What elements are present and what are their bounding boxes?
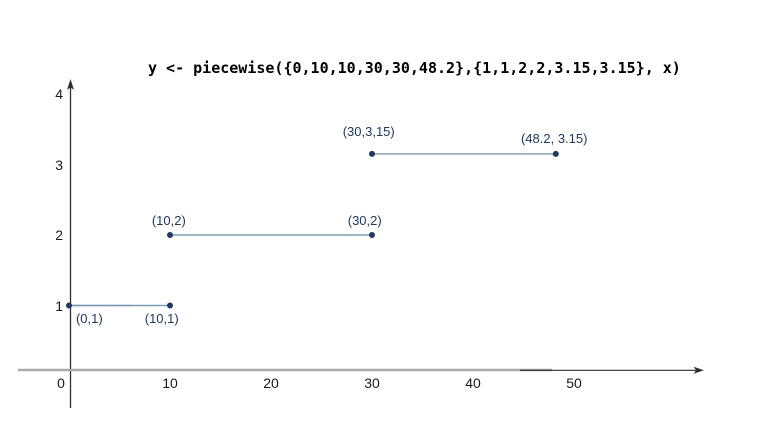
series-layer (66, 150, 559, 309)
x-tick-label: 30 (364, 375, 380, 391)
point-label: (30,2) (347, 213, 382, 229)
point-label: (10,2) (151, 213, 186, 229)
data-point (66, 302, 72, 309)
x-tick-label: 10 (162, 375, 178, 391)
y-axis-arrow-icon (67, 79, 74, 90)
data-point (369, 150, 375, 157)
plot-title: y <- piecewise({0,10,10,30,30,48.2},{1,1… (148, 59, 681, 77)
x-tick-label: 40 (465, 375, 481, 391)
point-label: (10,1) (144, 311, 179, 327)
y-tick-label: 1 (55, 297, 63, 314)
x-tick-label: 0 (57, 375, 65, 391)
x-tick-label: 50 (566, 375, 582, 391)
point-label: (48.2, 3.15) (520, 130, 588, 146)
x-axis-arrow-icon (693, 366, 704, 374)
point-label: (0,1) (75, 311, 103, 327)
data-point (552, 150, 559, 157)
data-point (167, 232, 173, 238)
data-point (167, 302, 173, 309)
point-label: (30,3,15) (342, 124, 395, 140)
y-tick-label: 2 (55, 227, 63, 243)
y-tick-label: 3 (55, 156, 63, 173)
y-tick-label: 4 (55, 86, 63, 102)
x-tick-label: 20 (263, 375, 279, 391)
data-point (369, 232, 375, 238)
